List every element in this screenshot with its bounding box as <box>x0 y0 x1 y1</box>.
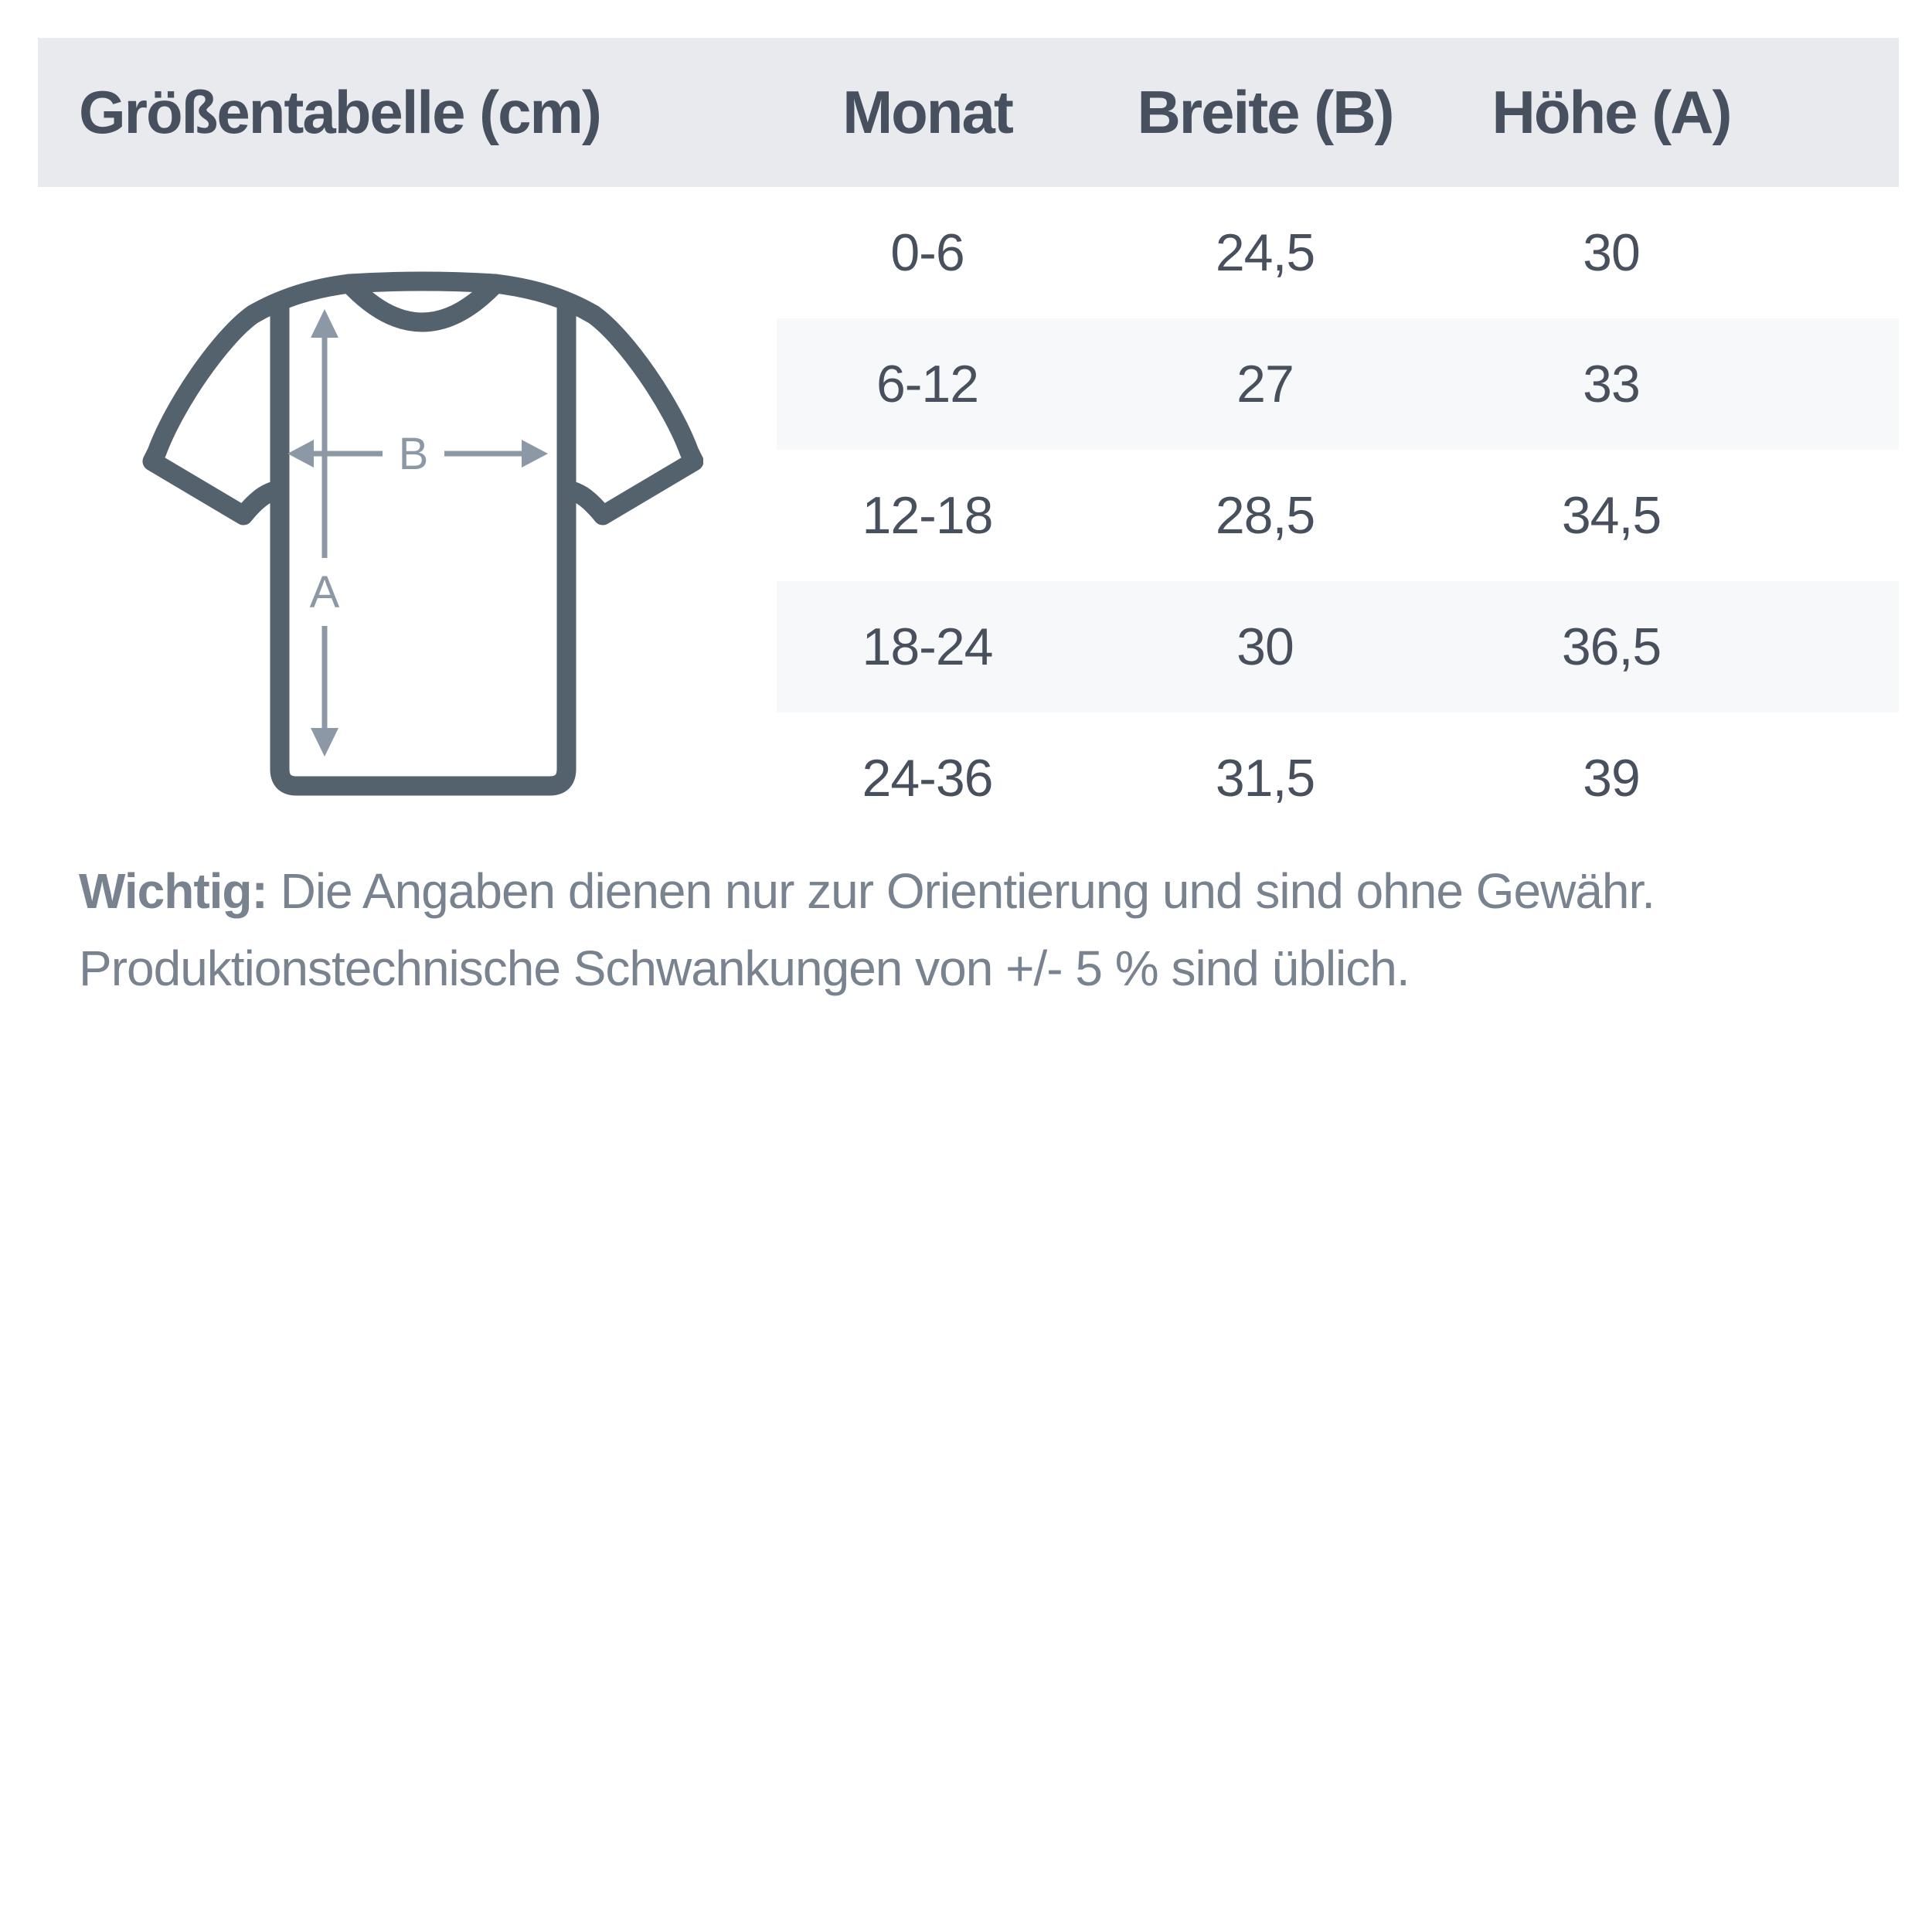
cell-breite: 27 <box>1236 355 1294 413</box>
cell-monat: 6-12 <box>876 355 979 413</box>
column-header-breite: Breite (B) <box>1137 78 1394 146</box>
table-header-bar <box>38 38 1899 187</box>
tshirt-diagram-icon: A B <box>131 267 704 808</box>
disclaimer-text-2: Produktionstechnische Schwankungen von +… <box>79 940 1410 996</box>
cell-breite: 30 <box>1236 617 1294 676</box>
table-row: 24-36 31,5 39 <box>777 713 1899 844</box>
cell-breite: 31,5 <box>1215 749 1315 808</box>
cell-monat: 18-24 <box>862 617 994 676</box>
height-arrow-label: A <box>310 567 340 617</box>
cell-breite: 24,5 <box>1215 223 1315 282</box>
collar-arc <box>339 274 505 332</box>
cell-hoehe: 30 <box>1583 223 1641 282</box>
chart-title: Größentabelle (cm) <box>79 78 602 146</box>
table-row: 18-24 30 36,5 <box>777 581 1899 713</box>
cell-hoehe: 39 <box>1583 749 1641 808</box>
disclaimer-note: Wichtig: Die Angaben dienen nur zur Orie… <box>79 852 1872 1007</box>
cell-hoehe: 34,5 <box>1561 486 1662 545</box>
cell-hoehe: 33 <box>1583 355 1641 413</box>
disclaimer-label: Wichtig: <box>79 863 268 919</box>
tshirt-outline <box>142 271 704 796</box>
column-header-monat: Monat <box>842 78 1014 146</box>
width-arrow-label: B <box>399 429 429 479</box>
disclaimer-text-1: Die Angaben dienen nur zur Orientierung … <box>280 863 1655 919</box>
cell-hoehe: 36,5 <box>1561 617 1662 676</box>
tshirt-svg: A B <box>142 271 704 796</box>
table-row: 6-12 27 33 <box>777 318 1899 450</box>
width-arrow-icon <box>287 440 548 468</box>
cell-monat: 0-6 <box>890 223 964 282</box>
disclaimer-line-2: Produktionstechnische Schwankungen von +… <box>79 930 1872 1007</box>
table-row: 0-6 24,5 30 <box>777 187 1899 318</box>
table-row: 12-18 28,5 34,5 <box>777 450 1899 581</box>
height-arrow-icon <box>311 309 338 757</box>
cell-monat: 12-18 <box>862 486 994 545</box>
column-header-hoehe: Höhe (A) <box>1492 78 1733 146</box>
disclaimer-line-1: Wichtig: Die Angaben dienen nur zur Orie… <box>79 852 1872 930</box>
cell-breite: 28,5 <box>1215 486 1315 545</box>
cell-monat: 24-36 <box>862 749 994 808</box>
